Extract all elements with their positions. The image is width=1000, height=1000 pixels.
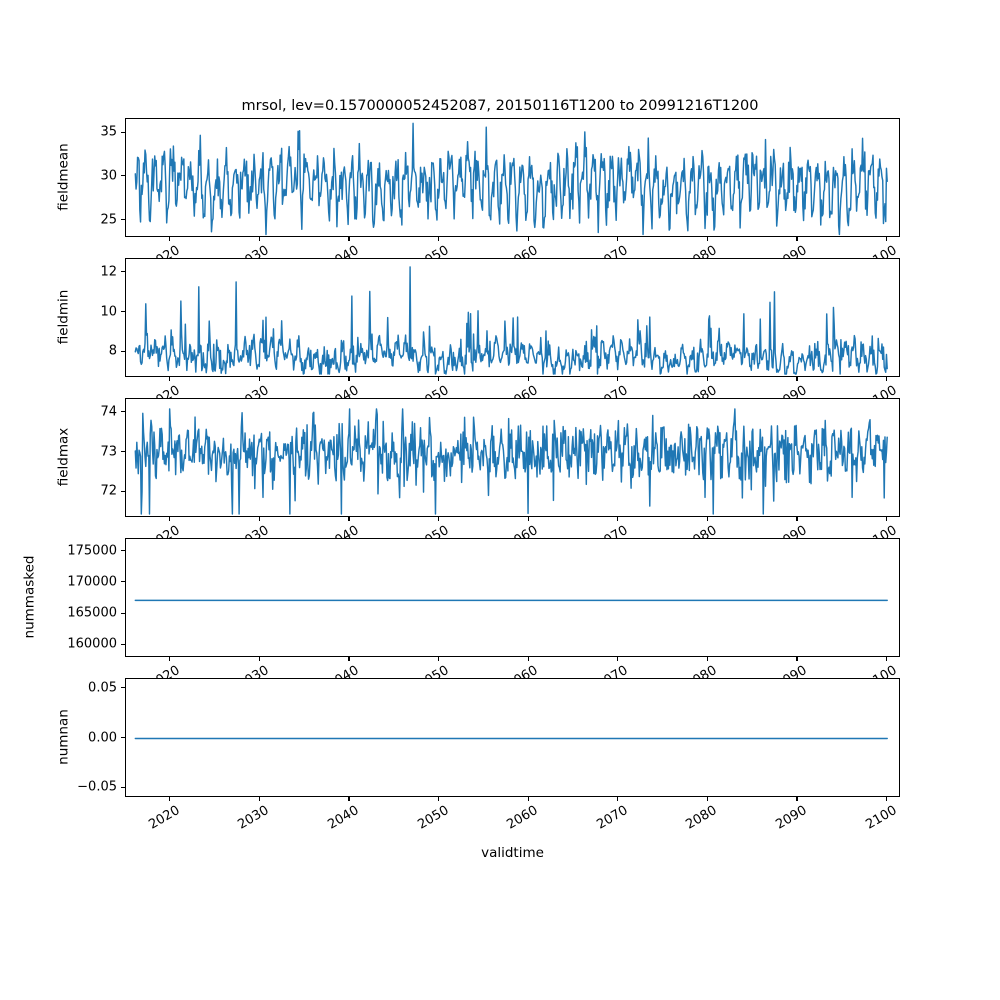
y-tick-mark xyxy=(121,311,125,313)
y-tick-mark xyxy=(121,581,125,583)
x-tick-mark xyxy=(169,377,171,381)
y-tick-label: 30 xyxy=(100,168,117,184)
y-tick-mark xyxy=(121,490,125,492)
x-tick-mark xyxy=(706,517,708,521)
y-tick-label: 165000 xyxy=(67,605,117,621)
y-tick-label: 160000 xyxy=(67,636,117,652)
y-tick-label: 12 xyxy=(100,264,117,280)
x-tick-mark xyxy=(617,237,619,241)
subplot-fieldmean xyxy=(125,118,900,237)
subplot-numnan xyxy=(125,678,900,797)
y-tick-mark xyxy=(121,350,125,352)
y-tick-mark xyxy=(121,612,125,614)
x-tick-mark xyxy=(617,657,619,661)
x-tick-mark xyxy=(438,517,440,521)
panel-occluder xyxy=(0,538,1000,659)
x-tick-mark xyxy=(617,797,619,801)
x-tick-mark xyxy=(438,657,440,661)
plot-line-fieldmin xyxy=(134,266,888,375)
y-tick-mark xyxy=(121,411,125,413)
x-tick-mark xyxy=(258,657,260,661)
plot-line-nummasked xyxy=(134,599,888,602)
y-tick-label: 72 xyxy=(100,483,117,499)
y-tick-mark xyxy=(121,175,125,177)
x-tick-mark xyxy=(258,517,260,521)
y-tick-mark xyxy=(121,219,125,221)
x-tick-mark xyxy=(258,377,260,381)
x-tick-mark xyxy=(258,237,260,241)
x-tick-mark xyxy=(706,797,708,801)
y-tick-label: 35 xyxy=(100,124,117,140)
y-tick-label: 25 xyxy=(100,212,117,227)
x-tick-mark xyxy=(348,377,350,381)
x-tick-mark xyxy=(527,657,529,661)
x-tick-mark xyxy=(169,517,171,521)
x-tick-mark xyxy=(886,237,888,241)
x-tick-mark xyxy=(348,237,350,241)
subplot-nummasked xyxy=(125,538,900,657)
x-tick-mark xyxy=(796,797,798,801)
x-tick-mark xyxy=(527,517,529,521)
x-tick-mark xyxy=(886,657,888,661)
subplot-fieldmin xyxy=(125,258,900,377)
y-tick-mark xyxy=(121,786,125,788)
plot-line-numnan xyxy=(134,737,888,740)
x-tick-mark xyxy=(706,237,708,241)
y-tick-label: −0.05 xyxy=(77,779,117,795)
x-tick-mark xyxy=(796,517,798,521)
x-tick-mark xyxy=(169,657,171,661)
x-tick-mark xyxy=(438,237,440,241)
x-tick-mark xyxy=(348,517,350,521)
x-tick-mark xyxy=(886,377,888,381)
y-tick-mark xyxy=(121,550,125,552)
x-tick-mark xyxy=(438,377,440,381)
x-tick-mark xyxy=(617,377,619,381)
x-tick-mark xyxy=(348,797,350,801)
x-axis-label: validtime xyxy=(481,845,544,861)
x-tick-mark xyxy=(169,237,171,241)
x-tick-mark xyxy=(706,657,708,661)
y-tick-label: 74 xyxy=(100,404,117,420)
y-tick-mark xyxy=(121,131,125,133)
x-tick-mark xyxy=(796,657,798,661)
plot-line-fieldmax xyxy=(134,408,888,515)
x-tick-mark xyxy=(258,797,260,801)
x-tick-mark xyxy=(527,797,529,801)
y-tick-mark xyxy=(121,451,125,453)
y-axis-label-nummasked: nummasked xyxy=(21,555,37,638)
y-tick-label: 0.05 xyxy=(88,680,117,696)
x-tick-mark xyxy=(527,237,529,241)
y-tick-label: 10 xyxy=(100,304,117,320)
y-tick-label: 170000 xyxy=(67,574,117,590)
plot-line-fieldmean xyxy=(134,122,888,236)
x-tick-mark xyxy=(796,377,798,381)
x-tick-mark xyxy=(886,797,888,801)
y-tick-mark xyxy=(121,271,125,273)
x-tick-mark xyxy=(169,797,171,801)
y-tick-label: 73 xyxy=(100,444,117,460)
x-tick-mark xyxy=(527,377,529,381)
x-tick-mark xyxy=(706,377,708,381)
x-tick-mark xyxy=(796,237,798,241)
x-tick-mark xyxy=(886,517,888,521)
subplot-fieldmax xyxy=(125,398,900,517)
x-tick-mark xyxy=(617,517,619,521)
y-tick-label: 175000 xyxy=(67,543,117,559)
figure-title: mrsol, lev=0.1570000052452087, 20150116T… xyxy=(241,98,759,114)
y-axis-label-numnan: numnan xyxy=(55,708,71,765)
y-axis-label-fieldmax: fieldmax xyxy=(55,427,71,486)
y-tick-label: 0.00 xyxy=(88,730,117,745)
y-tick-label: 8 xyxy=(108,343,117,359)
x-tick-mark xyxy=(348,657,350,661)
y-tick-mark xyxy=(121,643,125,646)
y-tick-mark xyxy=(121,687,125,689)
y-tick-mark xyxy=(121,737,125,739)
x-tick-mark xyxy=(438,797,440,801)
